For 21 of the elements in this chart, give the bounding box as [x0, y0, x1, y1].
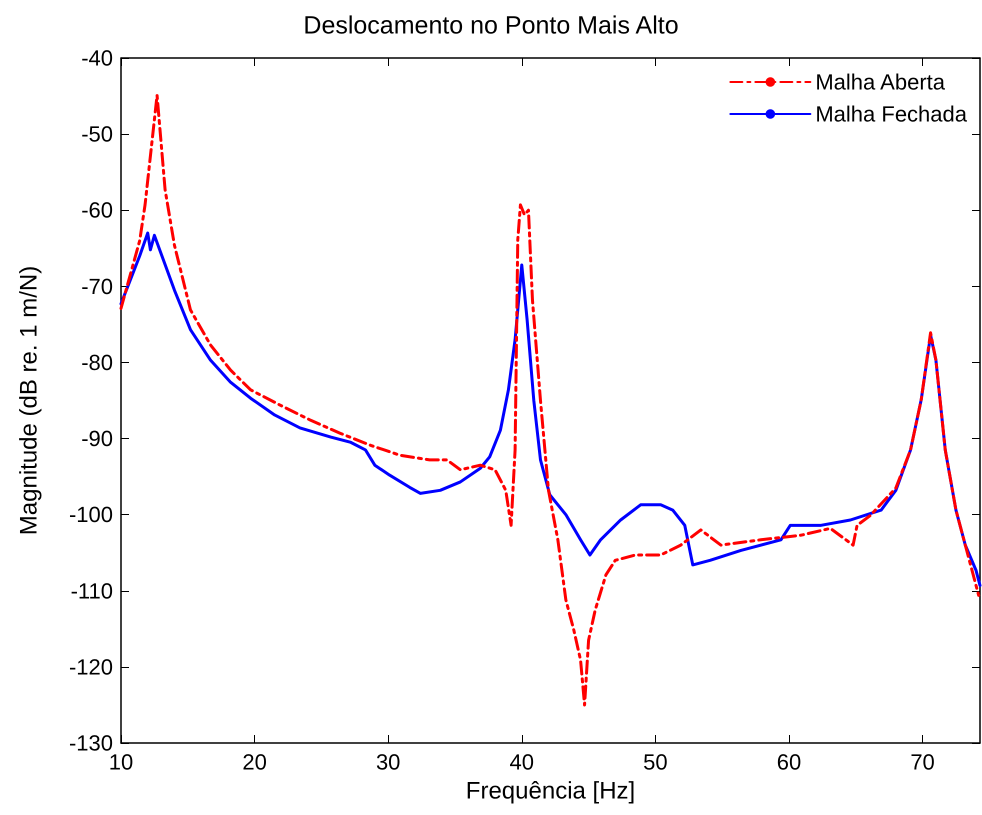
y-tick-label: -120 [68, 654, 113, 680]
legend-label: Malha Aberta [815, 70, 946, 94]
y-tick-label: -50 [81, 122, 113, 147]
y-axis-title: Magnitude (dB re. 1 m/N) [16, 266, 42, 536]
y-tick-label: -70 [81, 274, 113, 299]
x-tick-label: 30 [376, 750, 400, 774]
chart-title: Deslocamento no Ponto Mais Alto [303, 12, 679, 40]
y-tick-label: -60 [81, 198, 113, 223]
x-tick-label: 50 [643, 750, 668, 774]
x-tick-label: 20 [242, 750, 267, 774]
y-tick-label: -80 [81, 350, 113, 375]
y-tick-label: -40 [81, 46, 113, 70]
x-tick-label: 40 [510, 750, 534, 774]
line-series [120, 94, 980, 706]
x-tick-label: 70 [910, 750, 935, 774]
legend-label: Malha Fechada [815, 102, 968, 126]
y-tick-label: -110 [70, 578, 113, 604]
x-axis-title: Frequência [Hz] [466, 778, 636, 804]
y-tick-label: -100 [68, 502, 113, 528]
y-tick-label: -90 [81, 426, 113, 452]
x-tick-label: 60 [776, 750, 802, 774]
